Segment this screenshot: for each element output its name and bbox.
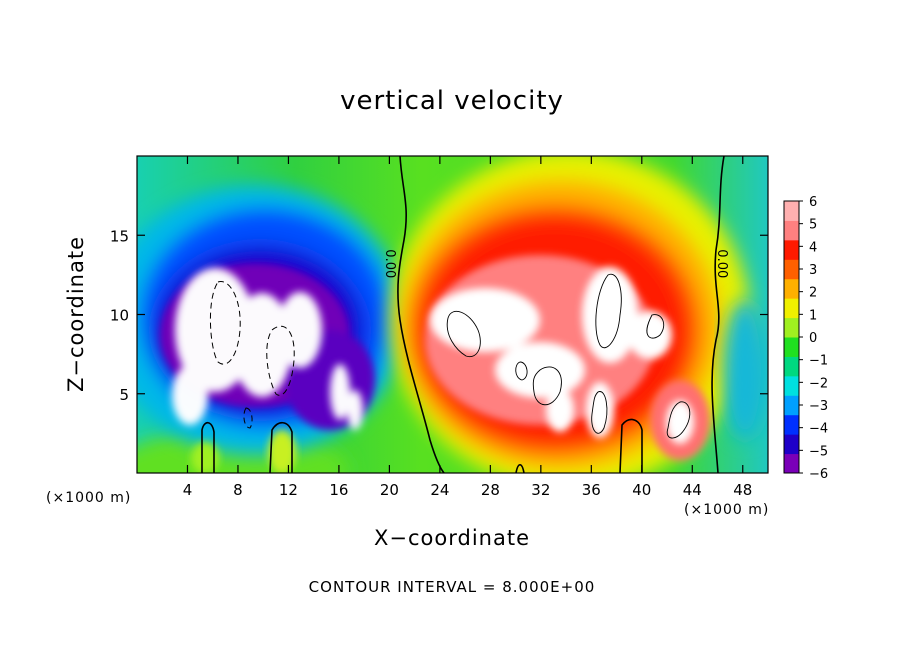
heatmap-field: [137, 156, 768, 473]
colorbar-tick-label: −1: [809, 354, 828, 369]
contour-label: 0.00: [382, 249, 397, 278]
x-unit-label-right: (×1000 m): [684, 502, 770, 518]
x-tick-label: 44: [683, 481, 702, 499]
x-tick-label: 20: [380, 481, 399, 499]
colorbar-tick-label: 0: [809, 331, 817, 346]
colorbar-tick-label: 5: [809, 218, 817, 233]
x-tick-label: 36: [582, 481, 601, 499]
colorbar-segment: [784, 414, 799, 435]
colorbar-segment: [784, 453, 799, 474]
colorbar-tick-label: 6: [809, 195, 817, 210]
contour-lines-thin: [446, 273, 691, 439]
x-tick-label: 16: [329, 481, 348, 499]
x-tick-label: 28: [481, 481, 500, 499]
colorbar-tick-label: 3: [809, 263, 817, 278]
y-axis-label: Z−coordinate: [64, 236, 88, 392]
colorbar-segment: [784, 337, 799, 357]
colorbar-tick-label: −3: [809, 399, 828, 414]
x-tick-label: 32: [531, 481, 550, 499]
contour-interval-note: CONTOUR INTERVAL = 8.000E+00: [308, 578, 596, 596]
colorbar-tick-label: −2: [809, 376, 828, 391]
x-tick-label: 24: [430, 481, 449, 499]
x-tick-label: 4: [183, 481, 193, 499]
x-unit-label-left: (×1000 m): [46, 490, 132, 506]
contour-lines: [201, 156, 725, 473]
colorbar-tick-label: −4: [809, 422, 828, 437]
contour-lines-dashed: [210, 281, 295, 429]
chart-title: vertical velocity: [340, 86, 564, 116]
colorbar-tick-label: −6: [809, 467, 828, 482]
colorbar-tick-label: 4: [809, 240, 817, 255]
colorbar-segment: [784, 317, 799, 338]
zero-contour-left: [397, 156, 445, 473]
y-tick-label: 10: [110, 307, 129, 325]
contour-labels: 0.00 0.00: [382, 249, 729, 278]
colorbar-segment: [784, 259, 799, 280]
colorbar: 6 5 4 3 2 1 0 −1 −2 −3 −4 −5 −6: [783, 195, 828, 482]
x-axis-label: X−coordinate: [374, 526, 530, 550]
colorbar-segment: [784, 434, 799, 455]
colorbar-segment: [784, 220, 799, 241]
x-tick-label: 40: [632, 481, 651, 499]
colorbar-segment: [784, 239, 799, 260]
x-axis: 4 8 12 16 20 24 28 32 36 40 44 48: [183, 156, 752, 499]
x-tick-label: 8: [233, 481, 243, 499]
colorbar-segment: [784, 278, 799, 299]
colorbar-segment: [784, 356, 799, 377]
y-tick-label: 15: [110, 227, 129, 245]
x-tick-label: 48: [733, 481, 752, 499]
y-tick-label: 5: [119, 386, 129, 404]
colorbar-segment: [784, 395, 799, 416]
colorbar-tick-label: 1: [809, 308, 817, 323]
contour-label: 0.00: [714, 249, 729, 278]
colorbar-tick-label: 2: [809, 286, 817, 301]
y-axis: 5 10 15: [110, 227, 768, 404]
colorbar-segment: [784, 298, 799, 319]
zero-contour-right: [711, 156, 725, 473]
colorbar-tick-label: −5: [809, 444, 828, 459]
x-tick-label: 12: [279, 481, 298, 499]
colorbar-segment: [784, 201, 799, 221]
colorbar-segment: [784, 375, 799, 396]
